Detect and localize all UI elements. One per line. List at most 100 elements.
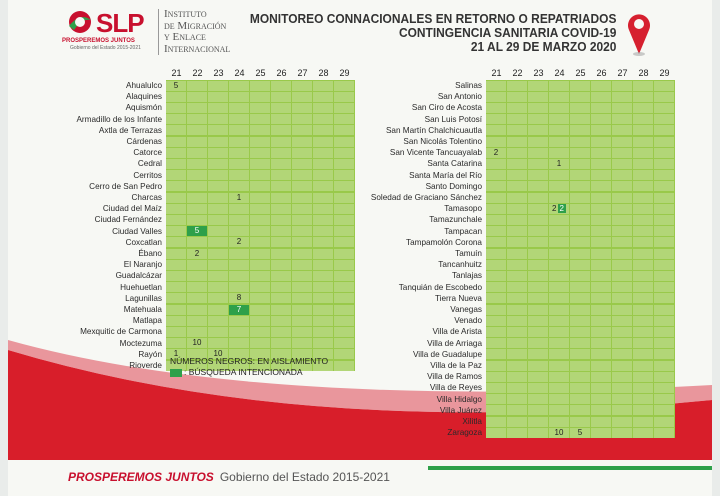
day-label: 25 (255, 68, 266, 78)
day-cell (187, 181, 207, 192)
municipality-name: Villa Juárez (439, 405, 482, 415)
day-cell (250, 147, 270, 158)
day-cell (313, 170, 333, 181)
day-cell (612, 304, 632, 315)
day-cell (549, 259, 569, 270)
municipality-name: Villa de Reyes (429, 383, 482, 393)
day-cell (229, 326, 249, 338)
title-line-2: CONTINGENCIA SANITARIA COVID-19 (398, 25, 616, 40)
municipality-name: Rayón (138, 349, 162, 359)
day-cell (654, 382, 674, 394)
day-cell (528, 203, 548, 214)
day-cell (612, 338, 632, 349)
day-cell (528, 304, 548, 315)
day-cell: 5 (187, 226, 207, 237)
day-cell (570, 158, 590, 170)
day-cell: 2 (486, 147, 506, 158)
day-cell (166, 91, 186, 102)
day-cell (313, 315, 333, 326)
institute-line: y Enlace (164, 31, 206, 43)
day-cell (633, 181, 653, 192)
day-cell (208, 282, 228, 293)
day-cell (292, 237, 312, 248)
day-cell (187, 80, 207, 91)
day-cell (166, 248, 186, 259)
day-cell (507, 416, 527, 427)
day-cell (612, 147, 632, 158)
day-cell (612, 382, 632, 394)
day-cell (570, 338, 590, 349)
day-cell (633, 293, 653, 304)
day-cell (166, 158, 186, 170)
day-cell (633, 360, 653, 371)
day-label: 26 (276, 68, 287, 78)
day-cell (208, 270, 228, 282)
day-cell (507, 226, 527, 237)
day-cell (612, 125, 632, 136)
day-cell (166, 125, 186, 136)
title-line-1: MONITOREO CONNACIONALES EN RETORNO O REP… (249, 11, 616, 26)
day-cell (591, 102, 611, 114)
day-cell (229, 181, 249, 192)
day-cell (250, 80, 270, 91)
map-pin-icon (628, 14, 650, 56)
day-cell (292, 147, 312, 158)
day-cell (633, 136, 653, 147)
day-cell (486, 259, 506, 270)
day-cell (591, 80, 611, 91)
day-cell (334, 91, 354, 102)
day-cell (654, 405, 674, 416)
municipality-name: San Ciro de Acosta (411, 103, 482, 113)
day-cell (507, 114, 527, 125)
day-label: 25 (575, 68, 586, 78)
day-cell (570, 293, 590, 304)
day-label: 22 (192, 68, 203, 78)
day-cell (612, 114, 632, 125)
day-cell (250, 170, 270, 181)
day-cell (633, 382, 653, 394)
day-cell (612, 326, 632, 338)
day-cell (612, 315, 632, 326)
day-cell (528, 102, 548, 114)
municipality-name: Aquismón (125, 103, 162, 113)
day-cell (250, 91, 270, 102)
day-cell (612, 203, 632, 214)
day-cell (271, 237, 291, 248)
day-cell (528, 293, 548, 304)
day-cell (528, 158, 548, 170)
municipality-name: Tanlajas (451, 271, 482, 281)
day-cell (208, 136, 228, 147)
day-cell (654, 170, 674, 181)
municipality-name: Ahualulco (126, 81, 162, 90)
title-date-range: 21 AL 29 DE MARZO 2020 (470, 39, 616, 54)
day-cell (507, 270, 527, 282)
day-cell (271, 248, 291, 259)
municipality-name: Villa de Ramos (427, 372, 482, 382)
day-cell (166, 170, 186, 181)
day-cell (591, 282, 611, 293)
day-cell (654, 270, 674, 282)
day-cell (271, 349, 291, 360)
day-cell (570, 114, 590, 125)
day-cell (166, 326, 186, 338)
municipality-name: Santa María del Río (409, 170, 482, 180)
day-cell (292, 270, 312, 282)
day-cell (549, 416, 569, 427)
day-cell (507, 136, 527, 147)
day-cell (549, 125, 569, 136)
day-cell (570, 315, 590, 326)
day-cell (166, 338, 186, 349)
day-cell (271, 181, 291, 192)
day-cell (271, 170, 291, 181)
day-cell (654, 259, 674, 270)
day-cell (549, 326, 569, 338)
day-cell (166, 192, 186, 203)
day-cell (507, 203, 527, 214)
day-cell (271, 114, 291, 125)
day-cell (334, 237, 354, 248)
day-cell (250, 349, 270, 360)
day-cell (570, 270, 590, 282)
municipality-name: Ciudad Fernández (94, 215, 162, 225)
municipality-name: Villa de Arista (432, 327, 482, 337)
day-cell (486, 360, 506, 371)
